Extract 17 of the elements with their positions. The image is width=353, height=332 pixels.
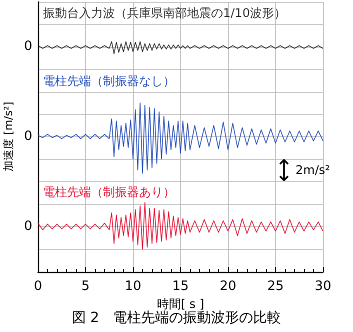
x-tick-label: 5	[81, 279, 90, 294]
text: 電柱先端（制振器なし）	[43, 74, 175, 88]
annotation: 2m/s²	[296, 162, 330, 177]
x-tick-label: 25	[267, 279, 284, 294]
x-tick-label: 15	[172, 279, 189, 294]
text: 0	[24, 128, 32, 144]
y-axis-title: 加速度 [m/s²]	[2, 102, 15, 172]
x-tick-label: 0	[34, 279, 42, 294]
x-tick-label: 10	[124, 279, 142, 294]
text: 図 2 電柱先端の振動波形の比較	[72, 310, 282, 326]
text: 0	[24, 39, 32, 54]
text: 0	[24, 218, 32, 234]
x-tick-label: 30	[314, 279, 332, 294]
x-axis-title: 時間[ s ]	[156, 296, 204, 311]
series-label: 電柱先端（制振器あり）	[43, 185, 175, 199]
x-tick-label: 20	[220, 279, 236, 294]
text: 振動台入力波（兵庫県南部地震の1/10波形）	[43, 6, 286, 20]
